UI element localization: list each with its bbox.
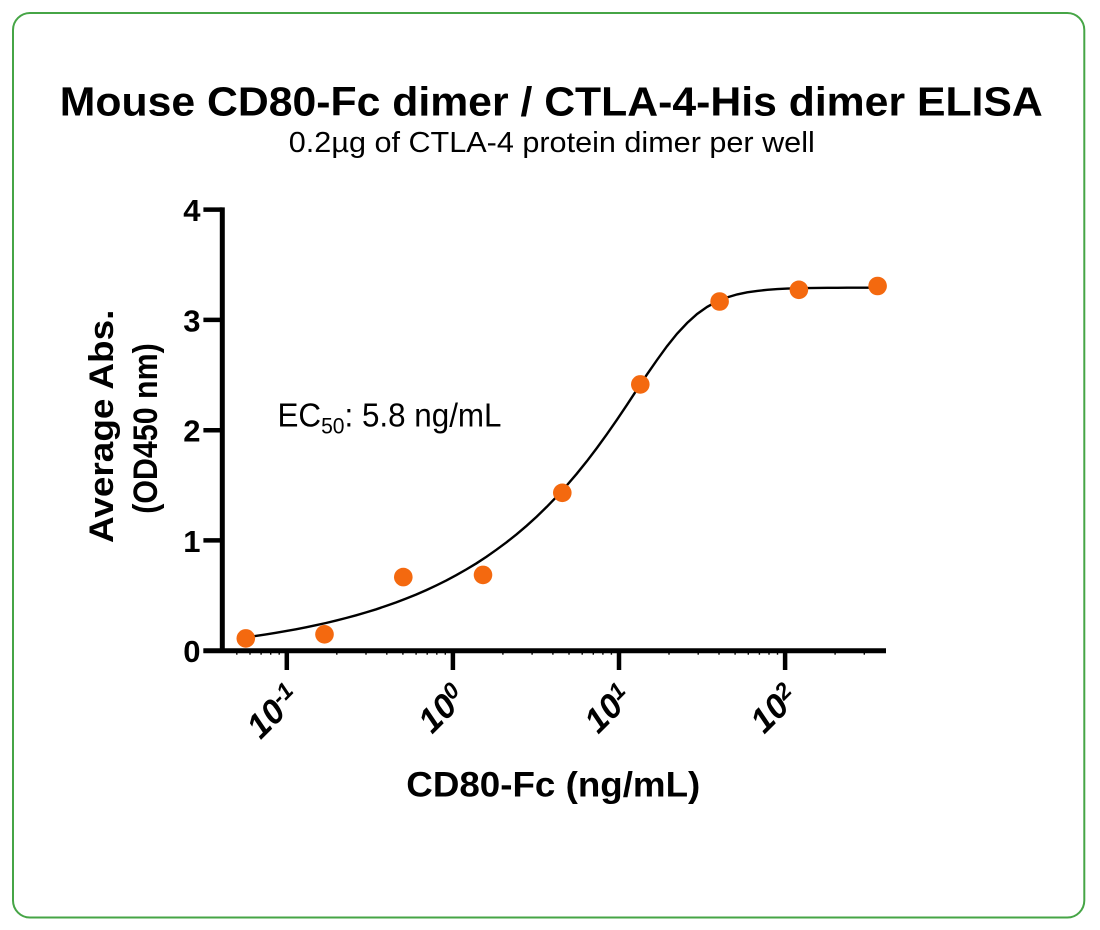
svg-text:102: 102 [742,677,806,741]
svg-text:EC50: 5.8 ng/mL: EC50: 5.8 ng/mL [278,398,502,439]
svg-text:0: 0 [183,634,200,669]
svg-text:(OD450 nm): (OD450 nm) [127,343,165,514]
svg-text:2: 2 [183,414,200,449]
svg-text:100: 100 [410,677,474,741]
svg-text:CD80-Fc (ng/mL): CD80-Fc (ng/mL) [406,766,700,805]
svg-text:3: 3 [183,303,200,338]
svg-text:Mouse CD80-Fc dimer / CTLA-4-H: Mouse CD80-Fc dimer / CTLA-4-His dimer E… [60,79,1043,125]
svg-text:1: 1 [183,524,200,559]
svg-text:0.2µg of CTLA-4 protein dimer: 0.2µg of CTLA-4 protein dimer per well [289,127,815,159]
svg-text:101: 101 [576,677,639,740]
svg-text:Average Abs.: Average Abs. [83,310,121,544]
svg-text:10-1: 10-1 [239,677,308,746]
svg-text:4: 4 [183,193,201,228]
